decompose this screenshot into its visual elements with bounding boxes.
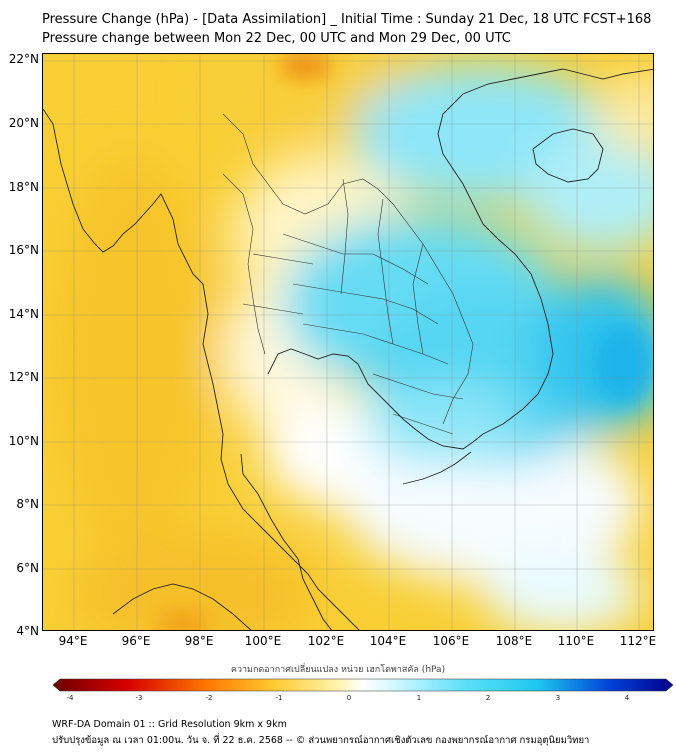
lat-label-4: 4°N xyxy=(16,624,39,638)
colorbar-fill xyxy=(52,678,674,692)
lon-label-102: 102°E xyxy=(307,634,345,648)
lon-label-112: 112°E xyxy=(619,634,657,648)
lat-label-18: 18°N xyxy=(8,180,39,194)
colorbar-tick-2: 2 xyxy=(485,694,491,702)
footer-model-info: WRF-DA Domain 01 :: Grid Resolution 9km … xyxy=(52,719,287,730)
colorbar-tick-0: 0 xyxy=(346,694,352,702)
map-title: Pressure Change (hPa) - [Data Assimilati… xyxy=(42,12,652,27)
lon-label-104: 104°E xyxy=(369,634,407,648)
lat-label-12: 12°N xyxy=(8,370,39,384)
lon-label-106: 106°E xyxy=(432,634,470,648)
lat-label-6: 6°N xyxy=(16,561,39,575)
colorbar-tick-3: 3 xyxy=(555,694,561,702)
lon-label-110: 110°E xyxy=(557,634,595,648)
lat-label-16: 16°N xyxy=(8,243,39,257)
lat-label-8: 8°N xyxy=(16,497,39,511)
lon-label-100: 100°E xyxy=(244,634,282,648)
lat-label-14: 14°N xyxy=(8,307,39,321)
colorbar-tick-neg3: -3 xyxy=(135,694,143,702)
colorbar xyxy=(52,678,674,692)
lon-label-98: 98°E xyxy=(184,634,214,648)
colorbar-tick-neg2: -2 xyxy=(205,694,213,702)
positive-hotspot-east xyxy=(593,324,653,404)
graticule xyxy=(43,54,653,630)
colorbar-tick-4: 4 xyxy=(624,694,630,702)
lon-label-96: 96°E xyxy=(121,634,151,648)
coastlines xyxy=(43,68,653,630)
colorbar-tick-neg1: -1 xyxy=(275,694,283,702)
lat-label-20: 20°N xyxy=(8,116,39,130)
lat-label-22: 22°N xyxy=(8,52,39,66)
colorbar-title: ความกดอากาศเปลี่ยนแปลง หน่วย เฮกโตพาสคัล… xyxy=(230,665,446,675)
lon-label-94: 94°E xyxy=(58,634,88,648)
lat-label-10: 10°N xyxy=(8,434,39,448)
lon-label-108: 108°E xyxy=(495,634,533,648)
provincial-borders xyxy=(222,113,474,435)
colorbar-tick-neg4: -4 xyxy=(66,694,74,702)
colorbar-tick-1: 1 xyxy=(416,694,422,702)
map-canvas xyxy=(43,54,653,630)
negative-hotspot-north xyxy=(279,54,331,78)
pressure-change-map xyxy=(42,53,654,631)
footer-update-info: ปรับปรุงข้อมูล ณ เวลา 01:00น. วัน จ. ที่… xyxy=(52,735,590,746)
hainan-island xyxy=(532,128,604,183)
map-subtitle: Pressure change between Mon 22 Dec, 00 U… xyxy=(42,31,511,46)
negative-hotspot-south xyxy=(157,610,209,630)
